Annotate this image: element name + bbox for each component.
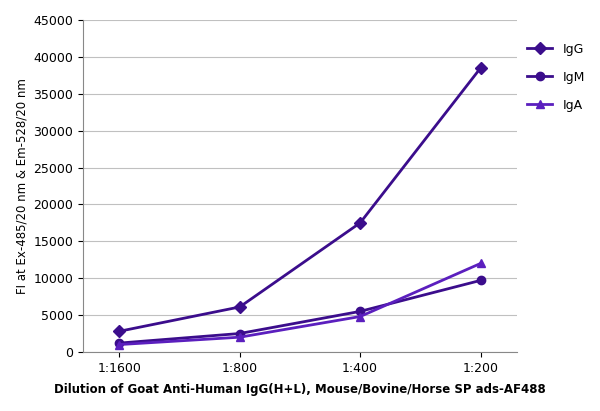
IgM — [236, 331, 244, 336]
Legend: IgG, IgM, IgA: IgG, IgM, IgA — [527, 43, 584, 112]
IgG — [116, 329, 123, 334]
IgG — [356, 220, 364, 225]
Line: IgA: IgA — [115, 259, 485, 349]
Y-axis label: FI at Ex-485/20 nm & Em-528/20 nm: FI at Ex-485/20 nm & Em-528/20 nm — [15, 78, 28, 294]
IgM — [116, 341, 123, 346]
IgA — [236, 335, 244, 339]
IgA — [477, 261, 484, 266]
X-axis label: Dilution of Goat Anti-Human IgG(H+L), Mouse/Bovine/Horse SP ads-AF488: Dilution of Goat Anti-Human IgG(H+L), Mo… — [54, 383, 546, 396]
Line: IgG: IgG — [115, 64, 485, 335]
IgA — [356, 314, 364, 319]
IgG — [236, 305, 244, 309]
IgG — [477, 65, 484, 70]
IgM — [477, 278, 484, 283]
IgM — [356, 309, 364, 314]
Line: IgM: IgM — [115, 276, 485, 347]
IgA — [116, 342, 123, 347]
